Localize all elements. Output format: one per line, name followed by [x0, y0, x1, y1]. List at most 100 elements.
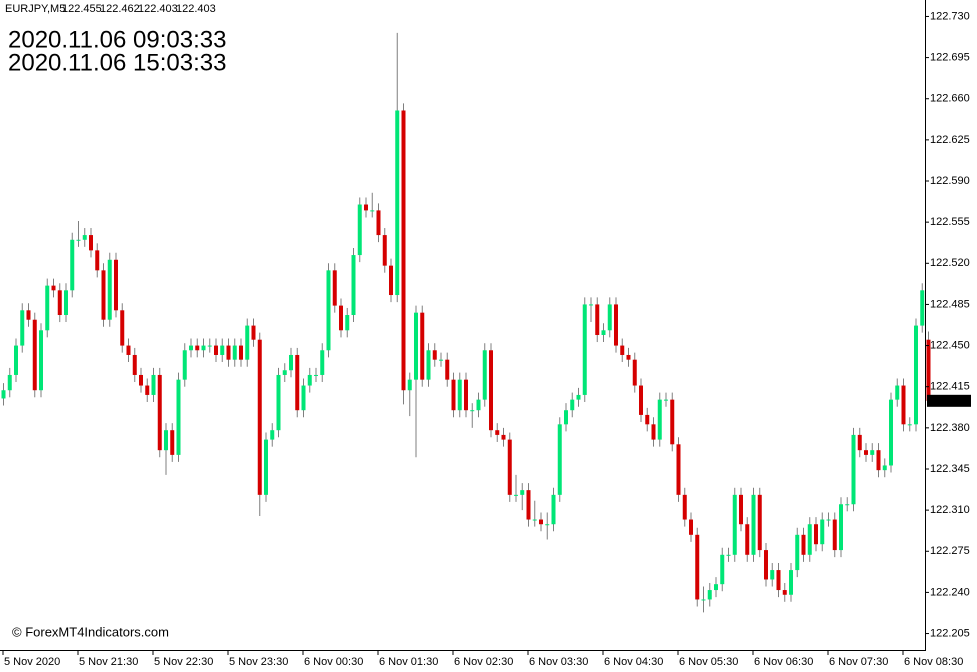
candle-body — [464, 379, 468, 411]
candle-body — [632, 359, 637, 386]
candle-body — [20, 310, 25, 346]
candle-body — [701, 599, 706, 601]
annotation: 2020.11.06 15:03:33 — [8, 49, 226, 76]
candle-body — [76, 239, 81, 241]
candle-body — [282, 370, 287, 375]
candle-body — [657, 399, 662, 440]
candle-body — [539, 519, 543, 525]
candle-body — [526, 490, 531, 520]
candle-body — [557, 424, 562, 495]
candle-body — [495, 430, 500, 435]
header-open: 122.455 — [62, 3, 102, 15]
current-price-box — [927, 394, 971, 407]
current-price-label: 122.403 — [930, 395, 970, 407]
candle-body — [26, 310, 31, 320]
x-tick-label: 6 Nov 04:30 — [604, 656, 663, 668]
header-low: 122.403 — [138, 3, 178, 15]
x-tick-label: 6 Nov 06:30 — [754, 656, 813, 668]
candle-body — [214, 345, 218, 355]
candle-body — [176, 379, 181, 455]
candle-body — [870, 450, 875, 455]
candle-body — [601, 330, 606, 335]
candle-body — [382, 235, 387, 266]
candle-body — [820, 519, 825, 545]
x-tick-label: 6 Nov 05:30 — [679, 656, 738, 668]
candle-body — [689, 519, 693, 535]
candle-body — [320, 350, 325, 375]
y-tick-label: 122.590 — [930, 175, 970, 187]
candle-body — [89, 235, 93, 251]
candle-body — [107, 259, 112, 320]
candle-body — [82, 235, 87, 240]
candle-body — [770, 570, 775, 580]
candle-body — [326, 270, 331, 351]
candle-body — [664, 399, 668, 401]
candle-body — [839, 504, 843, 551]
candle-body — [801, 534, 806, 555]
candle-body — [239, 345, 243, 360]
x-tick-label: 6 Nov 03:30 — [529, 656, 588, 668]
candle-body — [889, 399, 893, 466]
candle-body — [264, 439, 268, 495]
x-tick-label: 5 Nov 23:30 — [229, 656, 288, 668]
candle-body — [732, 494, 737, 555]
candle-body — [926, 339, 931, 401]
candle-body — [582, 304, 587, 395]
candle-body — [445, 359, 450, 380]
candle-body — [645, 414, 650, 425]
candle-body — [314, 374, 318, 376]
candle-body — [151, 374, 156, 395]
y-tick-label: 122.485 — [930, 298, 970, 310]
x-tick-label: 5 Nov 2020 — [4, 656, 60, 668]
candle-body — [39, 330, 43, 391]
candle-body — [439, 359, 443, 361]
candle-body — [907, 424, 912, 426]
candle-body — [695, 534, 700, 600]
candle-body — [401, 110, 406, 391]
candle-body — [145, 385, 150, 395]
y-tick-label: 122.275 — [930, 545, 970, 557]
candle-body — [520, 490, 525, 495]
candle-body — [207, 345, 212, 347]
candle-body — [507, 439, 512, 495]
header-close: 122.403 — [176, 3, 216, 15]
y-tick-label: 122.205 — [930, 627, 970, 639]
candle-body — [426, 350, 431, 380]
y-tick-label: 122.380 — [930, 422, 970, 434]
candle-body — [564, 410, 568, 425]
candle-body — [70, 239, 75, 291]
candle-body — [864, 450, 868, 455]
candle-body — [489, 350, 493, 431]
candle-body — [620, 345, 625, 355]
candle-body — [301, 385, 306, 411]
candle-body — [276, 374, 281, 431]
candle-body — [614, 304, 618, 346]
candle-body — [95, 250, 100, 271]
candle-body — [170, 430, 175, 455]
candle-body — [201, 345, 206, 351]
x-tick-label: 6 Nov 08:30 — [904, 656, 963, 668]
y-tick-label: 122.660 — [930, 93, 970, 105]
candle-body — [351, 255, 356, 316]
annotation: 2020.11.06 09:03:33 — [8, 26, 226, 53]
candle-body — [332, 270, 337, 306]
candle-body — [407, 379, 412, 391]
candle-body — [414, 312, 418, 380]
header-high: 122.462 — [100, 3, 140, 15]
candle-body — [57, 290, 62, 316]
candle-body — [501, 434, 506, 440]
candle-body — [245, 325, 250, 360]
candle-body — [807, 524, 812, 555]
y-tick-label: 122.310 — [930, 504, 970, 516]
candle-body — [845, 504, 850, 506]
candle-body — [295, 354, 300, 411]
candle-body — [739, 494, 743, 525]
x-tick-label: 6 Nov 02:30 — [454, 656, 513, 668]
candle-body — [376, 210, 381, 236]
candle-body — [101, 270, 106, 320]
candle-body — [832, 519, 837, 551]
candle-body — [570, 399, 575, 411]
candle-body — [482, 350, 487, 400]
candle-body — [857, 434, 862, 451]
